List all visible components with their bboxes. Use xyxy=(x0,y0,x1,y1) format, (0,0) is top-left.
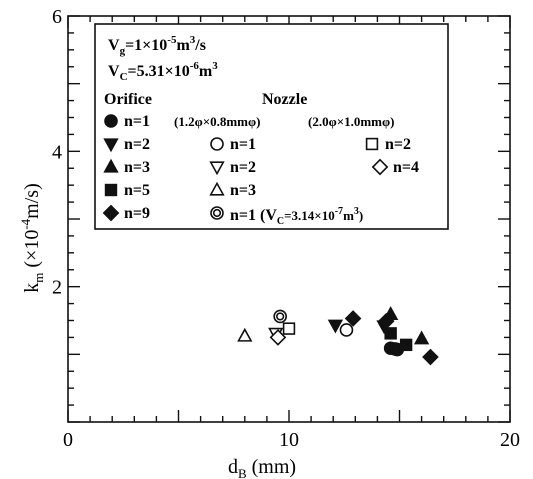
legend-marker-orifice-circle-filled xyxy=(104,114,118,128)
legend-marker-nozzle-2-square-open xyxy=(365,137,379,151)
legend-nozzle-dims-1: (1.2φ×0.8mmφ) xyxy=(174,114,260,129)
y-tick-label: 6 xyxy=(52,6,62,28)
axis-ticks xyxy=(67,15,511,423)
legend-marker-orifice-tri-up-filled xyxy=(103,158,119,173)
legend-marker-nozzle-1-tri-up-open xyxy=(209,181,225,196)
data-point-nozzle-1-tri-up-open xyxy=(237,327,253,342)
data-points xyxy=(237,306,439,366)
data-point-nozzle-1-circle-open xyxy=(339,323,354,337)
legend-marker-orifice-square-filled xyxy=(104,183,118,197)
legend-label: n=1 xyxy=(230,136,256,153)
legend-nozzle-header: Nozzle xyxy=(262,91,307,108)
legend-label: n=4 xyxy=(393,159,419,176)
legend-orifice-header: Orifice xyxy=(104,91,152,108)
legend-marker-orifice-diamond-filled xyxy=(102,204,120,222)
data-point-nozzle-1-small-vc-circle-double-inner xyxy=(276,312,285,321)
legend-label: n=5 xyxy=(124,182,150,199)
legend-extra-label: n=1 (VC=3.14×10-7m3) xyxy=(230,206,363,227)
legend-nozzle-dims-2: (2.0φ×1.0mmφ) xyxy=(308,114,394,129)
legend-marker-orifice-tri-down-filled xyxy=(103,138,119,153)
legend-vc-line: VC=5.31×10-6m3 xyxy=(108,60,218,83)
legend-label: n=3 xyxy=(124,159,150,176)
legend-box xyxy=(94,23,449,230)
data-point-nozzle-2-square-open xyxy=(282,322,296,335)
legend-label: n=9 xyxy=(124,205,150,222)
data-point-orifice-circle-filled xyxy=(388,342,402,356)
legend-label: n=2 xyxy=(124,136,150,153)
legend-marker-nozzle-1-tri-down-open xyxy=(209,161,225,176)
data-point-orifice-diamond-filled xyxy=(422,348,439,366)
legend-entries: n=1 n=2 n=3 n=5 n=9 n=1 n=2 n=3 n=2 n=4 xyxy=(102,113,419,222)
data-point-nozzle-1-small-vc-circle-double xyxy=(273,309,287,324)
x-tick-label: 10 xyxy=(279,429,299,451)
legend-marker-nozzle-1-circle-open xyxy=(210,137,224,151)
data-point-orifice-tri-down-filled xyxy=(327,319,344,334)
y-axis-title: km(×10-4m/s) xyxy=(18,183,46,292)
x-tick-label: 0 xyxy=(63,429,73,451)
legend-label: n=3 xyxy=(230,182,256,199)
y-tick-label: 4 xyxy=(52,141,62,163)
data-point-orifice-diamond-filled xyxy=(344,310,362,327)
legend-label: n=2 xyxy=(385,136,411,153)
legend-marker-nozzle-2-diamond-open xyxy=(371,158,389,176)
legend-vg-line: Vg=1×10-5m3/s xyxy=(108,34,206,57)
legend: Vg=1×10-5m3/s VC=5.31×10-6m3 Orifice Noz… xyxy=(94,23,449,230)
x-tick-label: 20 xyxy=(500,429,520,451)
legend-marker-nozzle-1-small-vc-circle-double-inner xyxy=(212,208,222,218)
y-tick-label: 2 xyxy=(52,277,62,299)
data-point-orifice-square-filled xyxy=(399,338,413,352)
legend-label: n=1 xyxy=(124,113,150,130)
axis-tick-labels: 0 10 20 2 4 6 xyxy=(52,6,520,451)
data-point-orifice-diamond-filled xyxy=(377,312,395,330)
data-point-orifice-square-filled xyxy=(384,327,397,340)
data-point-orifice-tri-up-filled xyxy=(413,330,430,345)
x-axis-title: dB (mm) xyxy=(228,456,296,479)
legend-marker-nozzle-1-small-vc-circle-double xyxy=(210,206,224,220)
legend-label: n=2 xyxy=(230,159,256,176)
data-point-nozzle-2-diamond-open xyxy=(269,329,287,346)
